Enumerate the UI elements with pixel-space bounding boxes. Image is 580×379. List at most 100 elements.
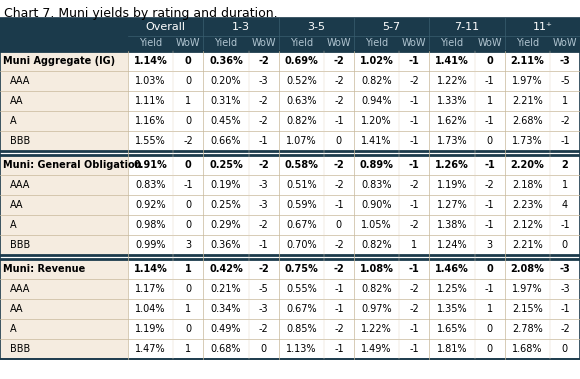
Text: 0.42%: 0.42%	[209, 264, 243, 274]
Text: -2: -2	[183, 136, 193, 146]
Bar	[0, 215, 128, 235]
Text: AAA: AAA	[10, 284, 30, 294]
Text: 11⁺: 11⁺	[532, 22, 552, 32]
Text: 0.75%: 0.75%	[284, 264, 318, 274]
Bar	[0, 175, 128, 195]
Text: Yield: Yield	[139, 39, 162, 49]
Text: 0.89%: 0.89%	[360, 160, 394, 170]
Text: 0.82%: 0.82%	[361, 240, 392, 250]
Bar	[128, 259, 580, 279]
Text: 0: 0	[336, 136, 342, 146]
Text: 0: 0	[562, 240, 568, 250]
Text: Overall: Overall	[146, 22, 186, 32]
Bar	[0, 279, 128, 299]
Text: WoW: WoW	[402, 39, 426, 49]
Text: AA: AA	[10, 200, 24, 210]
Text: -1: -1	[334, 284, 344, 294]
Text: AA: AA	[10, 304, 24, 314]
Text: 0.55%: 0.55%	[286, 284, 317, 294]
Bar	[128, 71, 580, 91]
Text: 1.24%: 1.24%	[437, 240, 467, 250]
Text: 0.19%: 0.19%	[211, 180, 241, 190]
Text: -1: -1	[484, 160, 495, 170]
Text: -1: -1	[409, 56, 420, 66]
Text: -1: -1	[334, 344, 344, 354]
Text: -1: -1	[409, 116, 419, 126]
Text: 0.29%: 0.29%	[211, 220, 241, 230]
Text: -2: -2	[409, 220, 419, 230]
Text: 0.66%: 0.66%	[211, 136, 241, 146]
Text: 0.98%: 0.98%	[135, 220, 166, 230]
Text: 1.20%: 1.20%	[361, 116, 392, 126]
Bar	[0, 131, 128, 151]
Bar	[128, 131, 580, 151]
Text: 0: 0	[185, 56, 191, 66]
Text: 1: 1	[185, 96, 191, 106]
Text: -1: -1	[409, 264, 420, 274]
Text: 0.68%: 0.68%	[211, 344, 241, 354]
Text: -2: -2	[334, 240, 344, 250]
Text: 2.12%: 2.12%	[512, 220, 543, 230]
Text: 0: 0	[487, 324, 492, 334]
Text: -1: -1	[560, 220, 570, 230]
Text: 0.69%: 0.69%	[284, 56, 318, 66]
Text: -1: -1	[409, 136, 419, 146]
Text: WoW: WoW	[176, 39, 201, 49]
Text: -2: -2	[259, 324, 269, 334]
Text: 0.67%: 0.67%	[286, 220, 317, 230]
Text: -2: -2	[258, 160, 269, 170]
Text: -1: -1	[409, 160, 420, 170]
Text: 0.21%: 0.21%	[211, 284, 241, 294]
Bar	[128, 155, 580, 175]
Text: -1: -1	[409, 200, 419, 210]
Bar	[0, 51, 128, 71]
Bar	[128, 175, 580, 195]
Text: 2.11%: 2.11%	[510, 56, 544, 66]
Text: -2: -2	[334, 56, 345, 66]
Text: 0.36%: 0.36%	[209, 56, 243, 66]
Text: 1.17%: 1.17%	[135, 284, 166, 294]
Text: 0.85%: 0.85%	[286, 324, 317, 334]
Bar	[0, 111, 128, 131]
Bar	[0, 259, 128, 279]
Text: 3: 3	[185, 240, 191, 250]
Text: 0.70%: 0.70%	[286, 240, 317, 250]
Text: BBB: BBB	[10, 240, 30, 250]
Text: BBB: BBB	[10, 344, 30, 354]
Bar	[0, 299, 128, 319]
Text: -3: -3	[259, 200, 269, 210]
Text: 1.13%: 1.13%	[286, 344, 317, 354]
Text: 0.59%: 0.59%	[286, 200, 317, 210]
Text: 2.18%: 2.18%	[512, 180, 542, 190]
Text: -1: -1	[334, 200, 344, 210]
Text: 1.41%: 1.41%	[361, 136, 392, 146]
Text: 3: 3	[487, 240, 492, 250]
Text: 1.46%: 1.46%	[435, 264, 469, 274]
Text: -1: -1	[409, 324, 419, 334]
Bar	[128, 235, 580, 255]
Text: 0.82%: 0.82%	[361, 76, 392, 86]
Text: -1: -1	[183, 180, 193, 190]
Bar	[0, 339, 128, 359]
Text: -2: -2	[334, 160, 345, 170]
Bar	[128, 195, 580, 215]
Bar	[0, 155, 128, 175]
Text: AAA: AAA	[10, 76, 30, 86]
Text: 1-3: 1-3	[232, 22, 250, 32]
Text: 1: 1	[185, 344, 191, 354]
Text: 1.03%: 1.03%	[135, 76, 166, 86]
Text: 1.16%: 1.16%	[135, 116, 166, 126]
Text: Yield: Yield	[289, 39, 313, 49]
Text: 1.08%: 1.08%	[360, 264, 394, 274]
Text: 1.27%: 1.27%	[437, 200, 467, 210]
Text: WoW: WoW	[327, 39, 351, 49]
Text: Muni: Revenue: Muni: Revenue	[3, 264, 85, 274]
Text: 0.67%: 0.67%	[286, 304, 317, 314]
Bar	[0, 18, 580, 51]
Text: 0.82%: 0.82%	[361, 284, 392, 294]
Text: 1: 1	[411, 240, 418, 250]
Bar	[128, 299, 580, 319]
Text: 0.97%: 0.97%	[361, 304, 392, 314]
Text: 1.14%: 1.14%	[134, 264, 168, 274]
Text: 0: 0	[486, 264, 493, 274]
